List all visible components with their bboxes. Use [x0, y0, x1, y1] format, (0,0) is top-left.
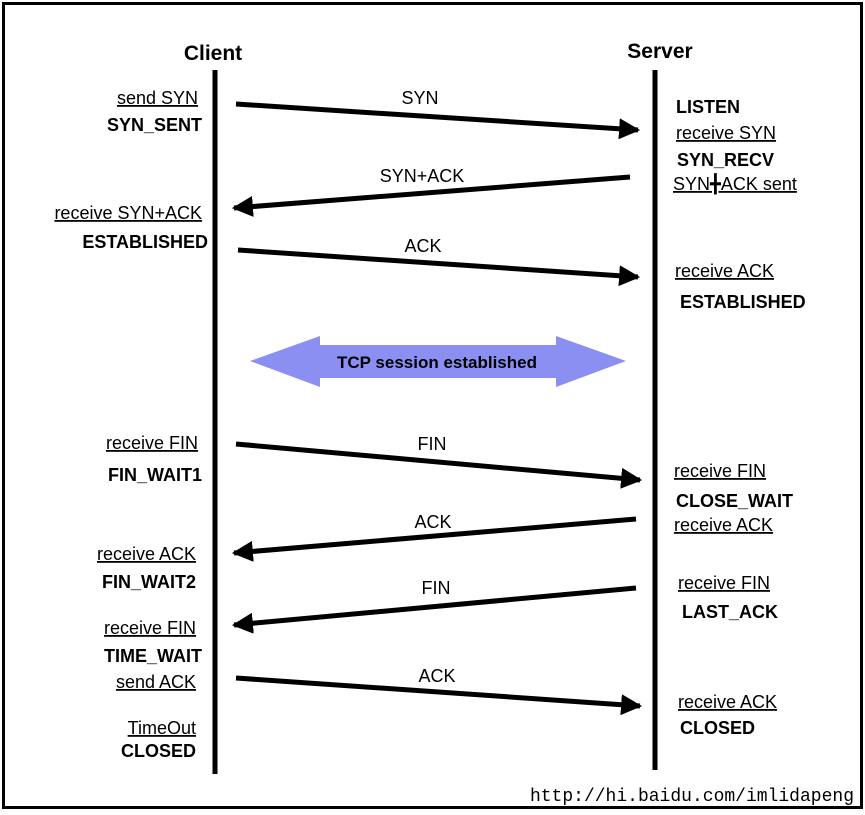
- double-arrow-icon: [250, 336, 626, 387]
- message-label: ACK: [418, 666, 455, 686]
- client-label: send ACK: [116, 672, 196, 692]
- fin-arrow: [235, 441, 643, 489]
- server-label: CLOSED: [680, 718, 755, 738]
- message-label: FIN: [422, 578, 451, 598]
- client-title: Client: [184, 42, 242, 65]
- syn-arrow: [235, 101, 641, 140]
- server-label: SYN_RECV: [677, 150, 774, 170]
- watermark-url: http://hi.baidu.com/imlidapeng: [530, 787, 854, 807]
- client-label: receive ACK: [97, 544, 196, 564]
- message-label: SYN: [401, 88, 438, 108]
- message-label: ACK: [414, 512, 451, 532]
- ack-arrow: [235, 675, 643, 716]
- server-title: Server: [627, 40, 692, 63]
- message-label: ACK: [404, 236, 441, 256]
- client-label: send SYN: [117, 88, 198, 108]
- client-label: FIN_WAIT1: [108, 465, 202, 485]
- server-label: receive ACK: [675, 261, 774, 281]
- client-labels: send SYN SYN_SENT receive SYN+ACK ESTABL…: [54, 88, 208, 761]
- client-label: ESTABLISHED: [82, 232, 208, 252]
- server-label: receive SYN: [676, 123, 776, 143]
- server-label: LAST_ACK: [682, 602, 778, 622]
- server-label: receive ACK: [674, 515, 773, 535]
- client-label: TIME_WAIT: [104, 646, 202, 666]
- client-label: TimeOut: [128, 718, 196, 738]
- message-label: SYN+ACK: [380, 166, 465, 186]
- session-banner-text: TCP session established: [337, 353, 537, 372]
- server-labels: LISTEN receive SYN SYN_RECV SYN╋ACK sent…: [673, 97, 806, 738]
- message-arrows: SYN SYN+ACK ACK FIN ACK FIN ACK: [231, 88, 643, 716]
- client-label: SYN_SENT: [107, 115, 202, 135]
- server-label: ESTABLISHED: [680, 292, 806, 312]
- client-label: receive FIN: [106, 433, 198, 453]
- syn-ack-arrow: [231, 174, 631, 217]
- server-label: LISTEN: [676, 97, 740, 117]
- message-label: FIN: [418, 434, 447, 454]
- client-label: receive FIN: [104, 618, 196, 638]
- server-label: SYN╋ACK sent: [673, 173, 797, 195]
- ack-arrow: [237, 247, 641, 287]
- server-label: CLOSE_WAIT: [676, 491, 793, 511]
- client-label: FIN_WAIT2: [102, 572, 196, 592]
- client-label: receive SYN+ACK: [54, 203, 202, 223]
- server-label: receive FIN: [674, 461, 766, 481]
- ack-arrow: [231, 516, 637, 562]
- fin-arrow: [231, 585, 637, 634]
- tcp-session-banner: TCP session established: [250, 336, 626, 387]
- client-label: CLOSED: [121, 741, 196, 761]
- server-label: receive FIN: [678, 573, 770, 593]
- server-label: receive ACK: [678, 692, 777, 712]
